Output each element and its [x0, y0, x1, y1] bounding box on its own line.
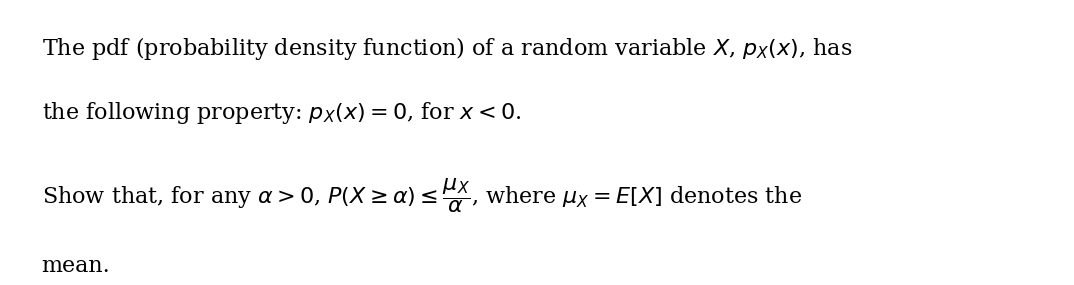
Text: mean.: mean.	[42, 255, 111, 277]
Text: The pdf (probability density function) of a random variable $X$, $p_X(x)$, has: The pdf (probability density function) o…	[42, 35, 852, 62]
Text: Show that, for any $\alpha > 0$, $P(X \geq \alpha) \leq \dfrac{\mu_X}{\alpha}$, : Show that, for any $\alpha > 0$, $P(X \g…	[42, 176, 802, 215]
Text: the following property: $p_X(x) = 0$, for $x < 0$.: the following property: $p_X(x) = 0$, fo…	[42, 100, 521, 126]
